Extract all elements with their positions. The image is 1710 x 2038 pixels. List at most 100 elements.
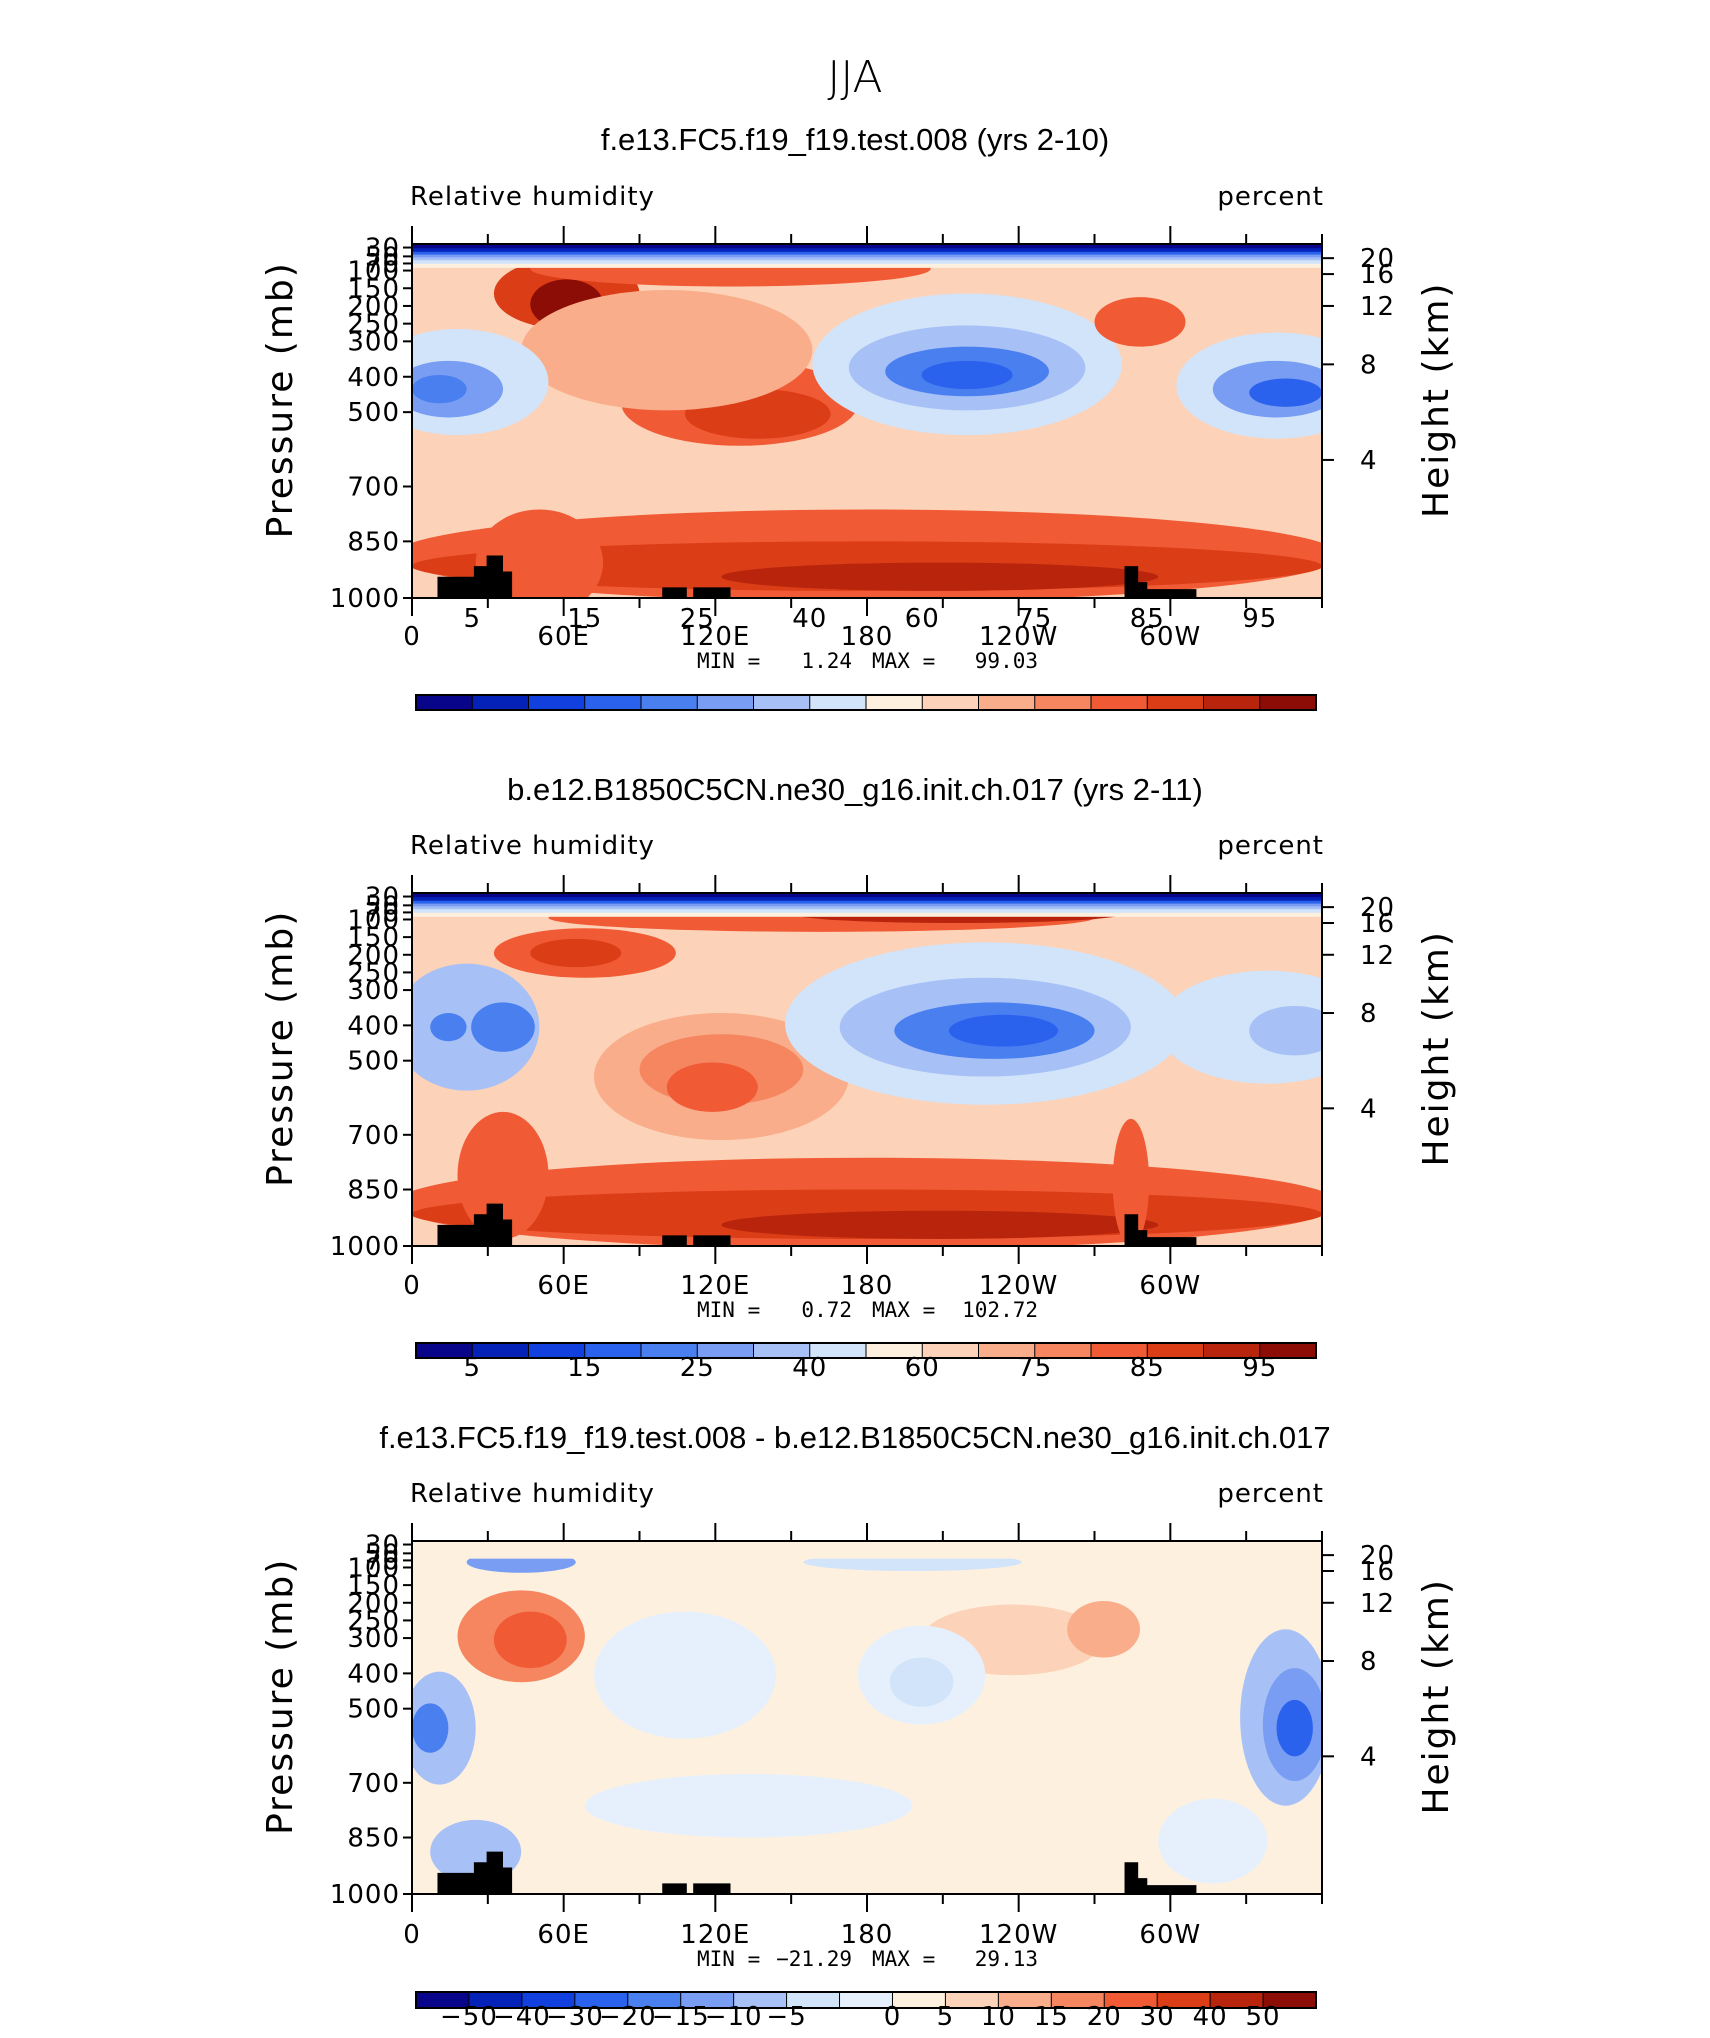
colorbar-label: −30: [546, 2002, 604, 2032]
right-tick-label: 16: [1360, 1557, 1395, 1587]
colorbar-frame: [415, 694, 1317, 711]
colorbar-label: −50: [440, 2002, 498, 2032]
max-label: MAX =: [872, 1947, 935, 1971]
colorbar-label: 85: [1130, 1353, 1165, 1383]
colorbar-label: 60: [905, 604, 940, 634]
contour-region: [412, 374, 467, 404]
y-tick-label: 50: [365, 891, 400, 921]
y-axis-title: Pressure (mb): [260, 261, 301, 538]
upper-band: [412, 897, 1322, 902]
x-tick-label: 0: [403, 1920, 421, 1950]
x-tick-label: 120W: [979, 1271, 1058, 1301]
contour-region: [1249, 1005, 1322, 1056]
contour-region: [471, 1002, 535, 1052]
right-tick-label: 20: [1360, 244, 1395, 274]
y-tick-label: 500: [347, 1695, 400, 1725]
colorbar-swatch: [584, 694, 642, 711]
units-label: percent: [1217, 831, 1324, 861]
colorbar-swatch: [1259, 694, 1317, 711]
y-tick-label: 850: [347, 527, 400, 557]
y-tick-label: 400: [347, 1011, 400, 1041]
contour-region: [1158, 970, 1322, 1084]
colorbar-label: 40: [792, 1353, 827, 1383]
contour-region: [530, 938, 622, 968]
contour-region: [721, 562, 1159, 591]
x-tick-label: 120E: [680, 1271, 750, 1301]
right-tick-label: 20: [1360, 1541, 1395, 1571]
right-tick-label: 8: [1360, 999, 1378, 1029]
right-tick-label: 8: [1360, 1647, 1378, 1677]
contour-region: [457, 1111, 549, 1239]
right-axis-title: Height (km): [1416, 1578, 1457, 1814]
upper-band: [412, 903, 1322, 907]
contour-region: [412, 1703, 449, 1753]
y-tick-label: 1000: [330, 1880, 400, 1910]
contour-region: [594, 1611, 776, 1739]
y-tick-label: 700: [347, 472, 400, 502]
y-tick-label: 50: [365, 1539, 400, 1569]
upper-band: [412, 257, 1322, 261]
colorbar-label: 75: [1017, 604, 1052, 634]
y-tick-label: 850: [347, 1176, 400, 1206]
y-tick-label: 70: [365, 249, 400, 279]
colorbar-label: 30: [1140, 2002, 1175, 2032]
colorbar-label: 40: [1193, 2002, 1228, 2032]
max-value: 102.72: [962, 1298, 1038, 1322]
colorbar-label: 50: [1246, 2002, 1281, 2032]
contour-field: [412, 893, 1322, 1246]
x-tick-label: 120E: [680, 1920, 750, 1950]
colorbar-label: 25: [680, 1353, 715, 1383]
y-tick-label: 50: [365, 242, 400, 272]
colorbar-swatch: [865, 694, 924, 711]
colorbar-label: 5: [463, 1353, 481, 1383]
min-value: 1.24: [801, 649, 852, 673]
min-value: 0.72: [801, 1298, 852, 1322]
right-tick-label: 8: [1360, 350, 1378, 380]
y-tick-label: 30: [365, 883, 400, 913]
contour-region: [1094, 297, 1186, 347]
contour-region: [948, 1014, 1059, 1047]
panel-2: b.e12.B1850C5CN.ne30_g16.init.ch.017 (yr…: [260, 772, 1457, 1383]
colorbar-swatch: [1203, 694, 1261, 711]
colorbar-swatch: [1034, 694, 1092, 711]
contour-region: [493, 1611, 567, 1669]
y-tick-label: 30: [365, 1531, 400, 1561]
colorbar-frame: [415, 1991, 1317, 2009]
contour-region: [1249, 378, 1322, 407]
colorbar-label: −40: [493, 2002, 551, 2032]
colorbar-label: −15: [652, 2002, 710, 2032]
y-tick-label: 150: [347, 923, 400, 953]
right-tick-label: 12: [1360, 292, 1395, 322]
y-tick-label: 150: [347, 274, 400, 304]
right-tick-label: 16: [1360, 909, 1395, 939]
y-tick-label: 200: [347, 1589, 400, 1619]
max-value: 99.03: [975, 649, 1038, 673]
contour-region: [584, 1773, 913, 1838]
y-tick-label: 250: [347, 958, 400, 988]
colorbar-label: 10: [981, 2002, 1016, 2032]
right-tick-label: 20: [1360, 893, 1395, 923]
y-tick-label: 30: [365, 234, 400, 264]
y-tick-label: 100: [347, 257, 400, 287]
right-tick-label: 4: [1360, 1094, 1378, 1124]
panel-3: f.e13.FC5.f19_f19.test.008 - b.e12.B1850…: [260, 1420, 1457, 2032]
contour-field: [412, 1541, 1322, 1894]
colorbar-label: 15: [567, 604, 602, 634]
colorbar-swatch: [640, 694, 699, 711]
upper-band: [412, 251, 1322, 256]
colorbar-frame: [415, 1342, 1317, 1359]
y-tick-label: 200: [347, 941, 400, 971]
y-tick-label: 1000: [330, 1232, 400, 1262]
contour-region: [1276, 1699, 1313, 1757]
y-tick-label: 200: [347, 292, 400, 322]
colorbar-label: 0: [884, 2002, 902, 2032]
x-tick-label: 120E: [680, 622, 750, 652]
variable-label: Relative humidity: [410, 831, 655, 861]
y-axis-title: Pressure (mb): [260, 910, 301, 1187]
y-tick-label: 70: [365, 898, 400, 928]
right-tick-label: 16: [1360, 260, 1395, 290]
right-tick-label: 12: [1360, 941, 1395, 971]
contour-region: [666, 1062, 758, 1112]
x-tick-label: 60E: [537, 1271, 590, 1301]
x-tick-label: 120W: [979, 622, 1058, 652]
